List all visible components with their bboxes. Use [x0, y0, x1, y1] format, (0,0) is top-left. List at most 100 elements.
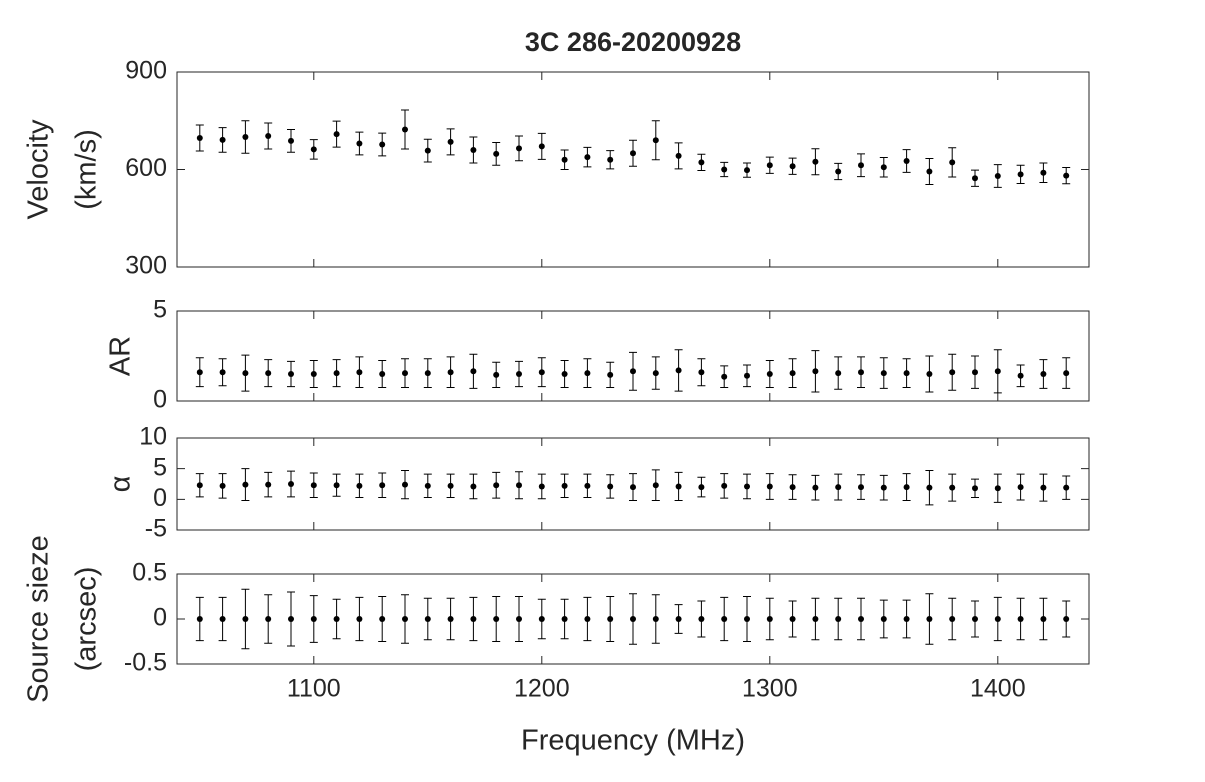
chart-title: 3C 286-20200928 — [525, 27, 741, 57]
point — [242, 481, 249, 488]
y-tick-label: 5 — [153, 296, 167, 324]
point — [356, 482, 363, 489]
point — [424, 616, 431, 622]
point — [447, 138, 454, 145]
point — [402, 126, 408, 133]
point — [789, 163, 796, 170]
point — [310, 482, 317, 489]
y-tick-label: -5 — [145, 515, 167, 543]
point — [1040, 169, 1047, 176]
point — [744, 167, 750, 174]
point — [994, 616, 1001, 622]
point — [265, 370, 272, 377]
point — [219, 369, 226, 376]
point — [903, 484, 910, 491]
point — [744, 372, 750, 379]
point — [789, 484, 796, 491]
point — [880, 484, 887, 491]
point — [949, 369, 956, 376]
point — [561, 156, 568, 163]
point — [972, 175, 978, 182]
point — [1063, 484, 1070, 491]
point — [972, 616, 978, 622]
point — [356, 369, 363, 376]
point — [812, 484, 819, 491]
point — [926, 484, 933, 491]
point — [516, 482, 522, 489]
point — [470, 483, 477, 490]
point — [949, 159, 956, 166]
point — [538, 483, 545, 490]
point — [310, 371, 317, 377]
point — [949, 616, 956, 622]
point — [470, 368, 477, 375]
point — [219, 482, 226, 489]
point — [242, 616, 249, 622]
point — [288, 616, 294, 622]
point — [1063, 172, 1070, 179]
x-tick-label: 1300 — [742, 675, 798, 703]
point — [652, 482, 659, 489]
point — [1063, 616, 1070, 622]
point — [538, 616, 545, 622]
point — [607, 616, 614, 622]
point — [903, 158, 910, 165]
point — [766, 371, 773, 377]
point — [379, 371, 386, 377]
point — [1040, 484, 1047, 491]
point — [584, 370, 591, 377]
point — [584, 154, 591, 161]
point — [516, 616, 522, 622]
point — [903, 616, 910, 622]
point — [675, 483, 682, 490]
point — [538, 369, 545, 376]
y-axis-label: Source sieze — [23, 535, 55, 703]
y-tick-label: 0 — [153, 386, 167, 414]
point — [402, 616, 408, 622]
point — [630, 150, 636, 157]
point — [584, 616, 591, 622]
point — [538, 143, 545, 150]
point — [379, 141, 386, 148]
point — [721, 373, 728, 380]
point — [835, 168, 842, 175]
point — [196, 616, 203, 622]
point — [1040, 371, 1047, 377]
point — [196, 134, 203, 141]
point — [994, 485, 1001, 492]
point — [493, 616, 500, 622]
point — [356, 140, 363, 147]
point — [744, 616, 750, 622]
point — [698, 484, 705, 491]
point — [265, 616, 272, 622]
point — [766, 616, 773, 622]
point — [675, 367, 682, 374]
point — [333, 482, 340, 489]
y-tick-label: 0 — [153, 484, 167, 512]
point — [288, 481, 294, 487]
point — [789, 370, 796, 377]
point — [858, 484, 864, 491]
point — [926, 616, 933, 622]
y-tick-label: 600 — [125, 154, 167, 182]
point — [880, 616, 887, 622]
point — [994, 173, 1001, 179]
point — [721, 166, 728, 173]
point — [630, 616, 636, 622]
point — [698, 616, 705, 622]
point — [766, 162, 773, 169]
point — [288, 137, 294, 144]
point — [288, 371, 294, 377]
y-tick-label: 0 — [153, 604, 167, 632]
point — [219, 616, 226, 622]
y-axis-label: AR — [105, 336, 137, 376]
point — [789, 616, 796, 622]
point — [1017, 616, 1024, 622]
point — [607, 156, 614, 163]
point — [242, 370, 249, 377]
point — [994, 368, 1001, 375]
point — [470, 147, 477, 153]
point — [652, 370, 659, 377]
point — [516, 145, 522, 152]
point — [310, 616, 317, 622]
